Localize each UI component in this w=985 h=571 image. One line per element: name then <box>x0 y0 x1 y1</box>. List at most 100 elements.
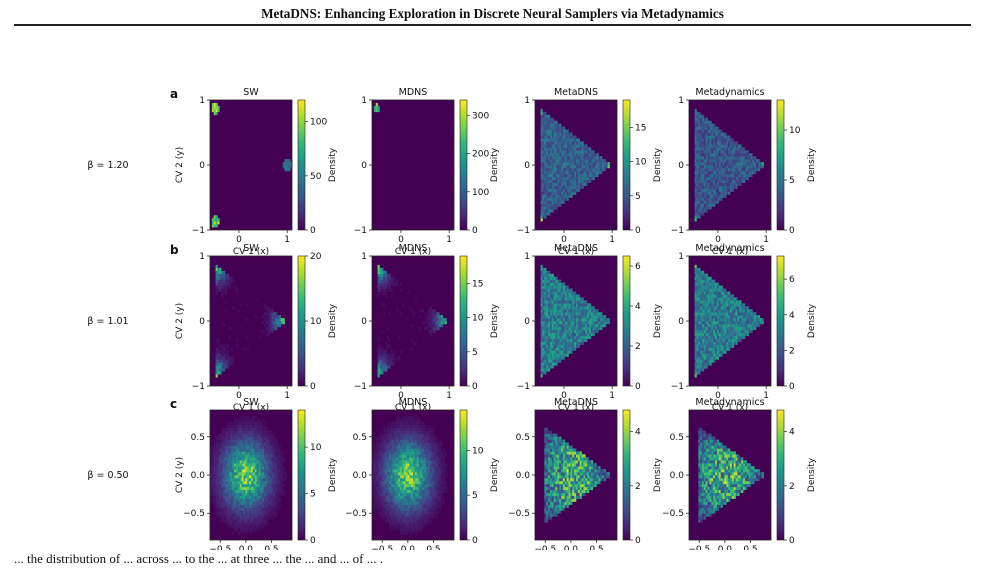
heatmap-cell <box>698 291 700 294</box>
heatmap-cell <box>550 150 552 153</box>
heatmap-cell <box>752 171 754 174</box>
heatmap-cell <box>249 463 251 466</box>
heatmap-cell <box>227 440 229 443</box>
heatmap-cell <box>264 499 266 502</box>
heatmap-cell <box>378 274 380 277</box>
heatmap-cell <box>544 198 546 201</box>
heatmap-cell <box>223 519 225 522</box>
heatmap-cell <box>251 451 253 454</box>
heatmap-cell <box>264 475 266 478</box>
heatmap-cell <box>574 174 576 177</box>
heatmap-cell <box>273 510 275 513</box>
heatmap-cell <box>257 525 259 528</box>
heatmap-cell <box>221 280 223 283</box>
heatmap-cell <box>747 327 749 330</box>
heatmap-cell <box>227 286 229 289</box>
heatmap-cell <box>749 327 751 330</box>
heatmap-cell <box>700 354 702 357</box>
heatmap-cell <box>557 339 559 342</box>
heatmap-cell <box>719 351 721 354</box>
heatmap-cell <box>242 437 244 440</box>
heatmap-cell <box>565 180 567 183</box>
heatmap-cell <box>717 318 719 321</box>
heatmap-cell <box>272 502 274 505</box>
heatmap-cell <box>734 174 736 177</box>
heatmap-cell <box>710 286 712 289</box>
y-tick-label: −0.5 <box>183 509 205 519</box>
heatmap-cell <box>713 189 715 192</box>
heatmap-cell <box>708 286 710 289</box>
heatmap-cell <box>550 318 552 321</box>
heatmap-cell <box>713 309 715 312</box>
heatmap-cell <box>249 516 251 519</box>
heatmap-cell <box>557 144 559 147</box>
heatmap-cell <box>249 443 251 446</box>
heatmap-cell <box>747 330 749 333</box>
heatmap-cell <box>546 327 548 330</box>
heatmap-cell <box>245 505 247 508</box>
heatmap-cell <box>219 443 221 446</box>
y-axis-label: CV 2 (y) <box>175 303 185 339</box>
heatmap-cell <box>723 309 725 312</box>
heatmap-cell <box>544 141 546 144</box>
heatmap-cell <box>268 306 270 309</box>
heatmap-cell <box>238 440 240 443</box>
heatmap-cell <box>288 168 290 171</box>
heatmap-cell <box>565 135 567 138</box>
heatmap-cell <box>739 162 741 165</box>
heatmap-cell <box>257 454 259 457</box>
heatmap-cell <box>541 212 543 215</box>
heatmap-cell <box>708 156 710 159</box>
heatmap-cell <box>696 283 698 286</box>
heatmap-cell <box>695 212 697 215</box>
heatmap-cell <box>552 135 554 138</box>
heatmap-cell <box>376 106 378 109</box>
heatmap-cell <box>706 124 708 127</box>
colorbar-label: Density <box>807 303 817 338</box>
heatmap-cell <box>266 508 268 511</box>
heatmap-cell <box>595 159 597 162</box>
heatmap-cell <box>266 481 268 484</box>
heatmap-cell <box>585 165 587 168</box>
heatmap-cell <box>567 330 569 333</box>
heatmap-cell <box>258 496 260 499</box>
heatmap-cell <box>544 135 546 138</box>
heatmap-cell <box>428 309 430 312</box>
heatmap-cell <box>550 135 552 138</box>
colorbar-tick-label: 5 <box>789 176 795 186</box>
heatmap-cell <box>696 198 698 201</box>
heatmap-cell <box>589 177 591 180</box>
heatmap-cell <box>557 159 559 162</box>
heatmap-cell <box>432 315 434 318</box>
heatmap-cell <box>552 324 554 327</box>
heatmap-cell <box>275 451 277 454</box>
heatmap-cell <box>548 212 550 215</box>
heatmap-cell <box>704 165 706 168</box>
heatmap-cell <box>723 306 725 309</box>
heatmap-cell <box>708 159 710 162</box>
heatmap-cell <box>552 345 554 348</box>
heatmap-cell <box>704 171 706 174</box>
heatmap-cell <box>428 318 430 321</box>
heatmap-cell <box>706 144 708 147</box>
heatmap-cell <box>698 312 700 315</box>
heatmap-cell <box>240 463 242 466</box>
heatmap-cell <box>266 463 268 466</box>
heatmap-cell <box>696 206 698 209</box>
heatmap-cell <box>272 448 274 451</box>
heatmap-cell <box>255 443 257 446</box>
heatmap-cell <box>275 472 277 475</box>
heatmap-cell <box>600 171 602 174</box>
heatmap-cell <box>749 165 751 168</box>
heatmap-cell <box>255 508 257 511</box>
heatmap-cell <box>554 336 556 339</box>
heatmap-cell <box>541 147 543 150</box>
heatmap-cell <box>572 138 574 141</box>
heatmap-cell <box>227 274 229 277</box>
heatmap-cell <box>749 171 751 174</box>
heatmap-cell <box>219 354 221 357</box>
heatmap-cell <box>273 472 275 475</box>
heatmap-cell <box>552 209 554 212</box>
heatmap-cell <box>257 445 259 448</box>
heatmap-cell <box>550 336 552 339</box>
